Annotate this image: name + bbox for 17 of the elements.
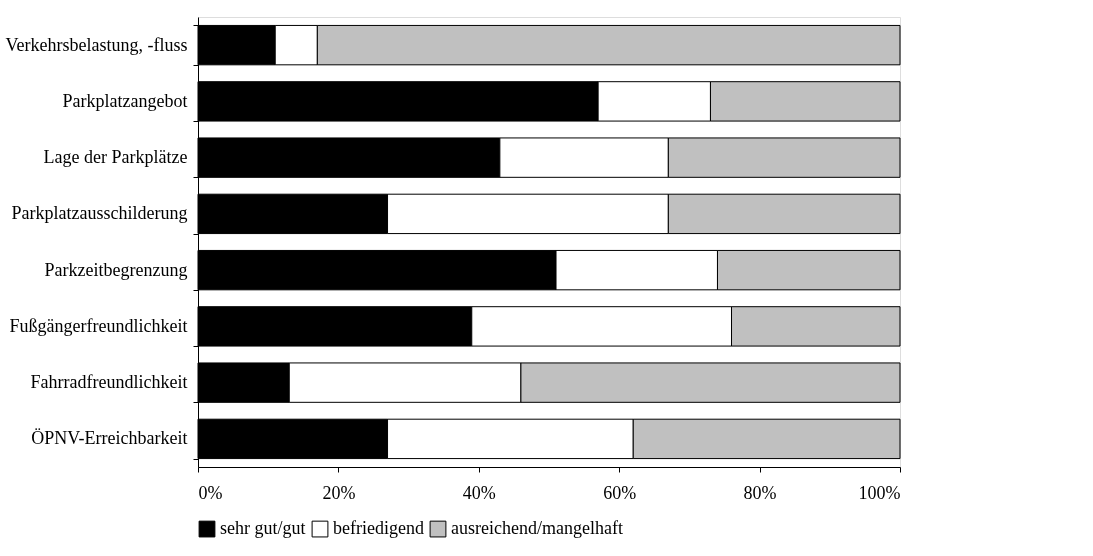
y-tick-label: Verkehrsbelastung, -fluss [5, 34, 188, 55]
legend-label: sehr gut/gut [220, 518, 306, 539]
x-tick-label: 60% [603, 482, 637, 503]
x-tick-label: 40% [462, 482, 496, 503]
x-tick-label: 0% [198, 482, 223, 503]
legend-label: ausreichend/mangelhaft [451, 518, 623, 539]
x-tick-label: 80% [743, 482, 777, 503]
y-tick-label: ÖPNV-Erreichbarkeit [31, 428, 188, 449]
x-tick-label: 20% [322, 482, 356, 503]
x-tick-label: 100% [858, 482, 901, 503]
y-tick-label: Parkplatzangebot [62, 90, 188, 111]
y-tick-label: Lage der Parkplätze [43, 147, 188, 168]
y-tick-label: Parkzeitbegrenzung [44, 259, 188, 280]
legend-label: befriedigend [333, 518, 424, 539]
y-tick-label: Fußgängerfreundlichkeit [9, 315, 188, 336]
y-tick-label: Fahrradfreundlichkeit [30, 372, 188, 393]
y-tick-label: Parkplatzausschilderung [11, 203, 188, 224]
